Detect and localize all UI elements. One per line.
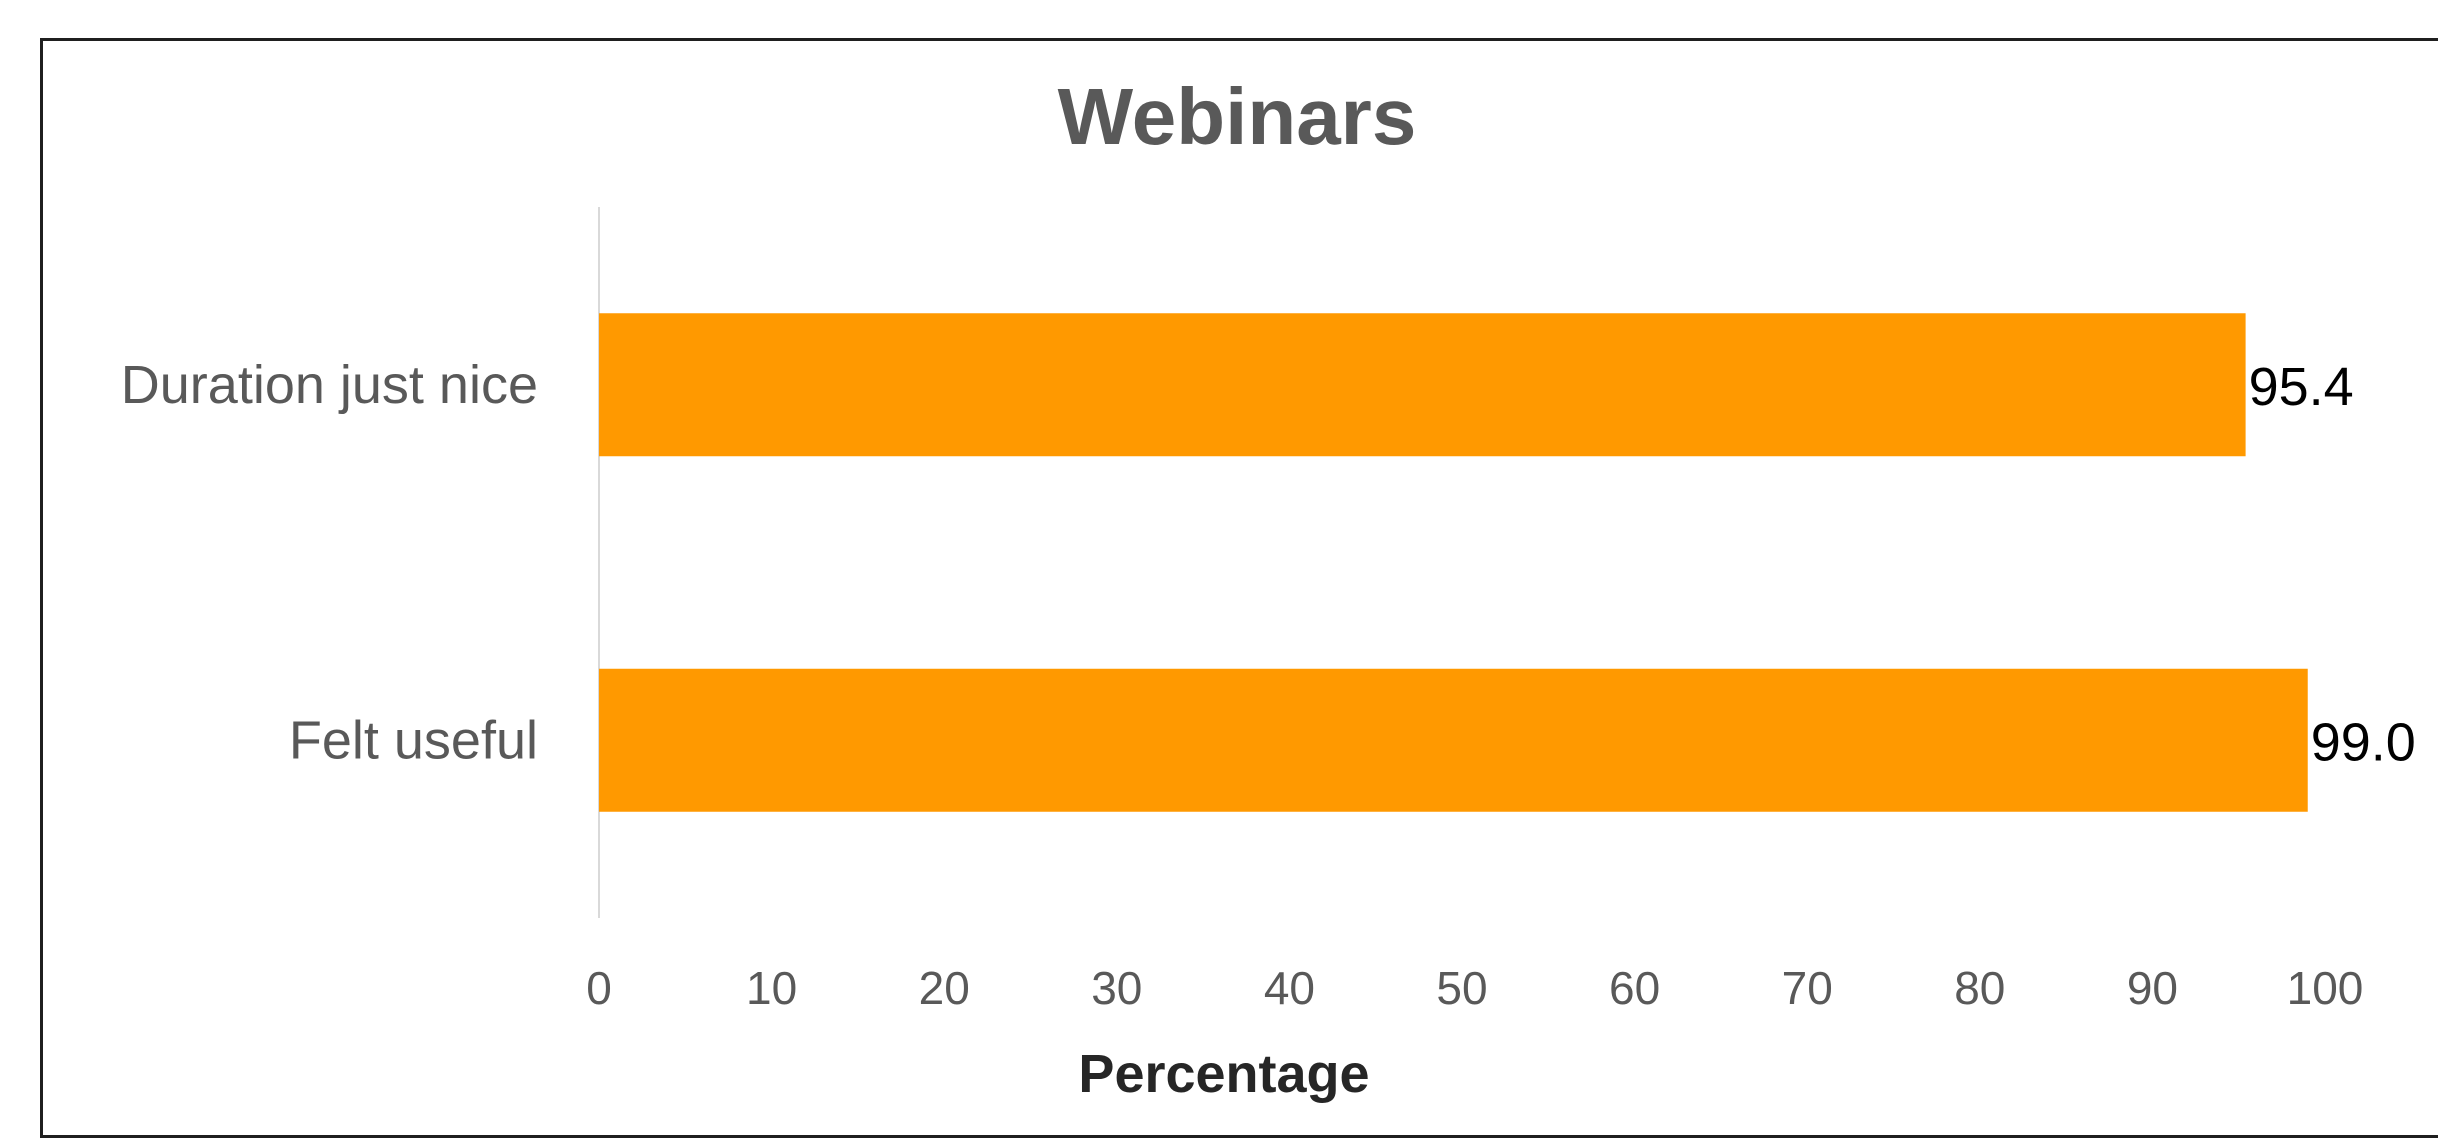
x-axis-tick-labels: 0 10 20 30 40 50 60 70 80 90 100 <box>586 962 2363 1014</box>
bar-chart: Webinars Duration just nice Felt useful 9… <box>121 72 2416 1104</box>
data-labels: 95.4 99.0 <box>2249 357 2416 773</box>
x-tick-label: 80 <box>1954 962 2005 1014</box>
x-tick-label: 0 <box>586 962 612 1014</box>
x-axis-title: Percentage <box>1078 1044 1369 1104</box>
bar <box>599 313 2246 457</box>
x-tick-label: 10 <box>746 962 797 1014</box>
bar <box>599 668 2308 812</box>
x-tick-label: 30 <box>1091 962 1142 1014</box>
data-label: 95.4 <box>2249 357 2354 417</box>
x-tick-label: 100 <box>2287 962 2364 1014</box>
category-label: Duration just nice <box>121 355 538 415</box>
x-tick-label: 40 <box>1264 962 1315 1014</box>
chart-frame <box>40 38 2438 1138</box>
data-label: 99.0 <box>2311 712 2416 772</box>
category-labels: Duration just nice Felt useful <box>121 355 538 771</box>
x-tick-label: 90 <box>2127 962 2178 1014</box>
bars-group <box>599 313 2308 812</box>
x-tick-label: 20 <box>919 962 970 1014</box>
chart-title: Webinars <box>1058 72 1417 161</box>
x-tick-label: 60 <box>1609 962 1660 1014</box>
x-tick-label: 50 <box>1436 962 1487 1014</box>
x-tick-label: 70 <box>1782 962 1833 1014</box>
category-label: Felt useful <box>289 710 538 770</box>
